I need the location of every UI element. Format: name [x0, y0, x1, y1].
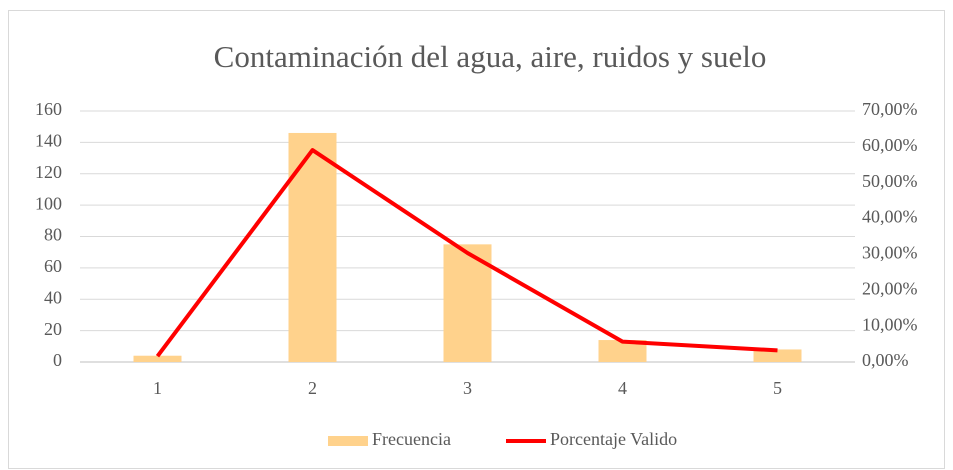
- bar: [753, 349, 802, 362]
- chart-title: Contaminación del agua, aire, ruidos y s…: [214, 39, 767, 74]
- bar: [598, 340, 647, 362]
- legend-label: Frecuencia: [372, 429, 451, 449]
- y2-tick-label: 60,00%: [862, 135, 918, 155]
- line: [155, 148, 778, 358]
- bar: [288, 132, 337, 362]
- x-tick-label: 2: [308, 378, 317, 398]
- y-tick-label: 120: [35, 162, 62, 182]
- bar: [133, 355, 182, 362]
- y2-tick-label: 10,00%: [862, 314, 918, 334]
- x-tick-label: 1: [153, 378, 162, 398]
- chart-border: [8, 10, 945, 469]
- y2-tick-label: 30,00%: [862, 243, 918, 263]
- y-tick-label: 140: [35, 131, 62, 151]
- y-tick-label: 160: [35, 99, 62, 119]
- y-tick-label: 40: [44, 287, 62, 307]
- y-tick-label: 100: [35, 193, 62, 213]
- y2-tick-label: 40,00%: [862, 207, 918, 227]
- y-tick-label: 20: [44, 319, 62, 339]
- y2-tick-label: 20,00%: [862, 278, 918, 298]
- y-tick-label: 80: [44, 225, 62, 245]
- x-tick-label: 4: [618, 378, 627, 398]
- y2-tick-label: 70,00%: [862, 99, 918, 119]
- x-tick-label: 5: [773, 378, 782, 398]
- legend-label: Porcentaje Valido: [550, 429, 677, 449]
- y2-tick-label: 50,00%: [862, 171, 918, 191]
- x-tick-label: 3: [463, 378, 472, 398]
- legend-swatch: [328, 436, 368, 446]
- y2-tick-label: 0,00%: [862, 350, 909, 370]
- y-tick-label: 60: [44, 256, 62, 276]
- y-tick-label: 0: [53, 350, 62, 370]
